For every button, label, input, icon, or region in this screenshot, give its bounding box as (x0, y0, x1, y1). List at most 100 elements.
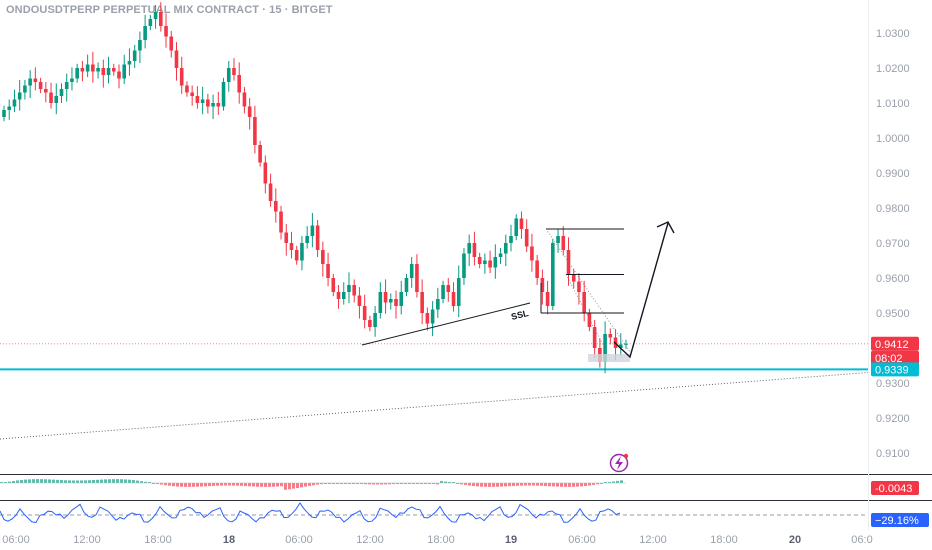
histogram-bar (148, 482, 151, 483)
x-tick-label: 12:00 (639, 534, 667, 546)
candle-body (441, 285, 445, 299)
candle-body (232, 68, 236, 75)
candle-body (111, 68, 116, 72)
candle-body (38, 82, 43, 89)
oscillator-2-line (0, 502, 621, 524)
candle-body (153, 12, 158, 19)
histogram-bar (200, 483, 203, 487)
candle-body (368, 320, 372, 327)
histogram-bar (468, 483, 471, 486)
y-tick-label: 0.9700 (876, 238, 910, 250)
lightning-icon (609, 453, 629, 473)
histogram-bar (380, 483, 383, 485)
histogram-bar (348, 483, 351, 484)
candle-body (383, 292, 388, 303)
histogram-bar (40, 479, 43, 483)
candle-body (451, 292, 456, 306)
histogram-bar (532, 483, 535, 486)
oscillator-2-value: −29.16% (875, 515, 919, 527)
histogram-bar (616, 480, 619, 483)
histogram-bar (520, 483, 523, 486)
candle-body (75, 68, 79, 79)
histogram-bar (220, 483, 223, 486)
histogram-bar (320, 483, 323, 485)
histogram-bar (544, 483, 547, 486)
histogram-bar (124, 479, 127, 483)
histogram-bar (48, 479, 51, 483)
last-price-label: 0.9412 (875, 339, 909, 351)
histogram-bar (368, 483, 371, 485)
candle-body (436, 299, 440, 310)
candle-body (101, 68, 106, 75)
candle-body (331, 278, 336, 292)
candle-body (477, 257, 482, 264)
candle-body (420, 292, 424, 313)
histogram-bar (296, 483, 299, 488)
candle-body (488, 260, 492, 268)
candle-body (258, 145, 262, 163)
candle-body (509, 236, 513, 243)
candle-body (357, 295, 362, 306)
candle-body (514, 218, 519, 236)
histogram-bar (372, 483, 375, 485)
histogram-bar (272, 483, 275, 487)
histogram-bar (500, 483, 503, 487)
x-tick-label: 18:00 (710, 534, 738, 546)
histogram-bar (184, 483, 187, 487)
histogram-bar (228, 483, 231, 486)
x-tick-label: 18:00 (144, 534, 172, 546)
histogram-bar (352, 483, 355, 484)
candle-body (169, 36, 174, 51)
candle-body (462, 253, 466, 278)
candle-body (70, 78, 74, 82)
histogram-bar (100, 479, 103, 483)
histogram-bar (260, 483, 263, 487)
histogram-bar (32, 479, 35, 483)
candle-body (399, 292, 404, 306)
histogram-bar (404, 483, 407, 484)
histogram-bar (484, 483, 487, 487)
candle-body (263, 162, 268, 184)
candle-body (179, 68, 184, 86)
candle-body (388, 299, 393, 303)
histogram-bar (568, 483, 571, 487)
candle-body (425, 313, 430, 324)
candle-body (195, 96, 200, 103)
candle-body (430, 309, 435, 324)
histogram-bar (116, 479, 119, 483)
histogram-bar (144, 481, 147, 483)
candle-body (190, 92, 194, 96)
candle-body (216, 103, 221, 107)
candle-body (310, 225, 315, 236)
candle-body (556, 236, 560, 243)
x-tick-label: 06:0 (851, 534, 872, 546)
histogram-bar (52, 479, 55, 483)
histogram-bar (488, 483, 491, 487)
candle-body (33, 78, 38, 82)
y-tick-label: 0.9600 (876, 273, 910, 285)
histogram-bar (336, 483, 339, 484)
histogram-bar (444, 481, 447, 483)
histogram-bar (476, 483, 479, 487)
histogram-bar (76, 480, 79, 483)
candle-body (106, 68, 111, 75)
histogram-bar (464, 483, 467, 485)
histogram-bar (72, 480, 75, 483)
histogram-bar (240, 483, 243, 486)
candle-body (64, 82, 69, 89)
histogram-bar (448, 482, 451, 483)
histogram-bar (492, 483, 495, 487)
candle-body (300, 243, 304, 261)
candle-body (347, 285, 351, 292)
histogram-bar (188, 483, 191, 487)
histogram-bar (564, 483, 567, 487)
candle-body (394, 299, 398, 306)
candle-body (305, 236, 309, 243)
histogram-bar (364, 483, 367, 485)
histogram-bar (400, 483, 403, 484)
histogram-bar (396, 483, 399, 484)
y-tick-label: 0.9900 (876, 168, 910, 180)
histogram-bar (232, 483, 235, 486)
histogram-bar (508, 483, 511, 487)
